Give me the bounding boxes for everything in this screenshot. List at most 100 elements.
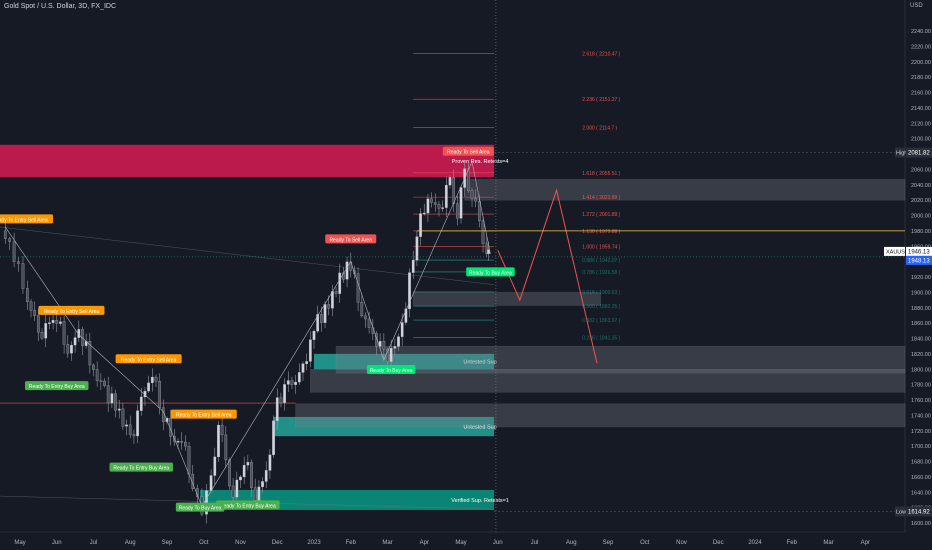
x-tick-18: Nov bbox=[676, 540, 687, 546]
candle-body bbox=[455, 203, 459, 219]
zone-1 bbox=[314, 353, 495, 370]
tag-3 bbox=[115, 354, 182, 364]
tag-label-0: Ready To Entry Sell Area bbox=[0, 217, 48, 223]
y-tick-2120: 2120.00 bbox=[911, 121, 931, 127]
candle-body bbox=[283, 384, 286, 404]
zone-label-2: Untested Sup bbox=[463, 425, 496, 431]
y-tick-1780: 1780.00 bbox=[911, 383, 931, 389]
candle-body bbox=[393, 346, 397, 349]
y-tick-1680: 1680.00 bbox=[911, 460, 931, 466]
candle-body bbox=[290, 380, 294, 385]
candle-body bbox=[106, 385, 110, 404]
candle-body bbox=[444, 184, 448, 208]
extreme-value-1: 1614.92 bbox=[908, 510, 930, 516]
candle-body bbox=[110, 393, 114, 404]
candle-body bbox=[356, 273, 360, 303]
extreme-value-bg-1 bbox=[906, 506, 932, 517]
candle-body bbox=[12, 241, 16, 262]
candle-body bbox=[316, 314, 320, 332]
candle-body bbox=[430, 198, 433, 203]
candle-body bbox=[136, 410, 139, 437]
candle-body bbox=[481, 220, 485, 244]
y-tick-1800: 1800.00 bbox=[911, 367, 931, 373]
tag-label-4: Ready To Entry Buy Area bbox=[113, 466, 169, 472]
candle-body bbox=[224, 434, 228, 461]
candle-body bbox=[117, 408, 121, 411]
candle-body bbox=[466, 168, 470, 191]
price-axis-unit: USD bbox=[910, 3, 923, 9]
gray-box-2 bbox=[335, 345, 906, 374]
fib-label-10: 0.618 ( 1900.53 ) bbox=[582, 290, 620, 296]
candle-body bbox=[334, 291, 338, 294]
tag-label-2: Ready To Entry Buy Area bbox=[29, 384, 85, 390]
candle-body bbox=[437, 204, 441, 209]
candle-body bbox=[257, 486, 261, 501]
tag-4 bbox=[109, 462, 174, 472]
zone-label-3: Verified Sup. Retests=1 bbox=[451, 498, 509, 504]
candle-body bbox=[81, 329, 84, 346]
y-tick-1980: 1980.00 bbox=[911, 229, 931, 235]
x-tick-10: Mar bbox=[382, 540, 392, 546]
fib-label-11: 0.500 ( 1882.25 ) bbox=[582, 304, 620, 310]
candle-body bbox=[448, 177, 452, 186]
x-tick-14: Jul bbox=[531, 540, 539, 546]
x-tick-11: Apr bbox=[420, 540, 429, 546]
candle-body bbox=[331, 291, 334, 309]
candle-body bbox=[415, 236, 419, 261]
y-tick-1900: 1900.00 bbox=[911, 290, 931, 296]
candle-body bbox=[8, 238, 12, 242]
tag-label-11: Ready To Buy Area bbox=[469, 270, 512, 276]
y-tick-2180: 2180.00 bbox=[911, 75, 931, 81]
zone-label-0: Proven Res. Retests=4 bbox=[452, 159, 509, 165]
fib-label-8: 0.886 ( 1942.07 ) bbox=[582, 258, 620, 264]
x-tick-0: May bbox=[14, 540, 25, 546]
candle-body bbox=[235, 479, 239, 498]
candle-body bbox=[66, 344, 70, 354]
x-tick-19: Dec bbox=[713, 540, 724, 546]
candle-body bbox=[459, 187, 463, 219]
candle-body bbox=[158, 381, 161, 408]
tag-7 bbox=[175, 502, 225, 512]
tag-label-3: Ready To Entry Sell Area bbox=[121, 357, 177, 363]
candle-body bbox=[242, 464, 246, 478]
x-tick-21: Feb bbox=[787, 540, 798, 546]
y-tick-1820: 1820.00 bbox=[911, 352, 931, 358]
candle-body bbox=[485, 243, 489, 254]
tag-8 bbox=[325, 234, 377, 244]
last-price-tag: 1946.13 bbox=[908, 249, 930, 255]
candle-body bbox=[264, 470, 268, 482]
extreme-tag-bg-1 bbox=[895, 506, 905, 517]
tag-1 bbox=[38, 305, 105, 315]
x-tick-3: Aug bbox=[125, 540, 136, 546]
current-price-tag: 1948.13 bbox=[908, 258, 930, 264]
candle-body bbox=[184, 441, 187, 447]
candle-body bbox=[470, 190, 474, 199]
y-tick-1860: 1860.00 bbox=[911, 321, 931, 327]
gray-box-0 bbox=[464, 179, 906, 201]
tag-label-10: Ready To Sell Area bbox=[447, 150, 490, 156]
y-tick-1840: 1840.00 bbox=[911, 337, 931, 343]
tag-6 bbox=[216, 500, 280, 510]
candle-body bbox=[154, 376, 158, 382]
candle-body bbox=[312, 330, 316, 340]
tag-11 bbox=[466, 267, 515, 277]
last-price-tag-bg bbox=[906, 246, 932, 256]
candle-body bbox=[55, 320, 59, 324]
candle-body bbox=[400, 322, 404, 337]
candle-body bbox=[474, 198, 478, 202]
candle-body bbox=[121, 408, 125, 427]
symbol-tag-bg bbox=[884, 246, 905, 256]
x-tick-6: Nov bbox=[235, 540, 246, 546]
candle-body bbox=[132, 434, 136, 437]
candle-body bbox=[308, 339, 312, 362]
tag-label-1: Ready To Entry Sell Area bbox=[44, 309, 100, 315]
candle-body bbox=[319, 314, 323, 323]
candle-body bbox=[187, 445, 191, 475]
candle-body bbox=[422, 212, 426, 215]
y-tick-1920: 1920.00 bbox=[911, 275, 931, 281]
zone-0 bbox=[0, 144, 495, 178]
x-tick-13: Jun bbox=[493, 540, 503, 546]
fib-label-6: 1.130 ( 1979.88 ) bbox=[582, 229, 620, 235]
y-tick-1720: 1720.00 bbox=[911, 429, 931, 435]
